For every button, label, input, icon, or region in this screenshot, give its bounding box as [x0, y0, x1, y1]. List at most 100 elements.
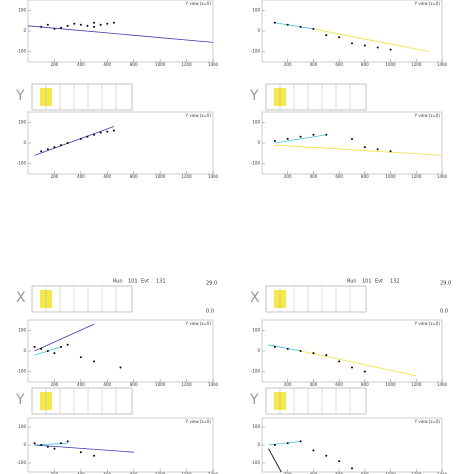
y-tick-label: 0 — [257, 28, 260, 33]
hit-point — [79, 137, 82, 140]
hit-point — [53, 146, 56, 149]
hit-point — [312, 449, 315, 452]
hit-point — [99, 23, 102, 26]
hit-point — [79, 451, 82, 454]
hit-point — [325, 34, 328, 37]
hit-point — [33, 345, 36, 348]
hit-point — [33, 442, 36, 445]
hit-point — [40, 150, 43, 153]
scale-max: 29.0 — [206, 281, 217, 287]
x-tick-label: 400 — [310, 174, 318, 179]
y-tick-label: -100 — [251, 369, 261, 374]
x-tick-label: 200 — [284, 62, 292, 67]
y-tick-label: 0 — [23, 28, 26, 33]
y-tick-label: 100 — [252, 327, 260, 332]
x-tick-label: 800 — [361, 472, 369, 474]
hit-point — [389, 48, 392, 51]
view-letter: Y — [249, 88, 259, 104]
hit-point — [363, 146, 366, 149]
track-fit — [268, 344, 301, 352]
x-tick-label: 1000 — [385, 62, 396, 67]
x-tick-label: 1400 — [437, 472, 448, 474]
y-tick-label: -100 — [251, 49, 261, 54]
hit-point — [273, 345, 276, 348]
x-tick-label: 1000 — [155, 174, 166, 179]
view-letter: X — [250, 290, 260, 306]
track-fit — [268, 448, 282, 473]
plot-title: Y view (z=0) — [185, 419, 212, 424]
hit-point — [325, 454, 328, 457]
hit-point — [40, 347, 43, 350]
hit-point — [79, 23, 82, 26]
strip-frame — [31, 83, 133, 111]
hit-point — [286, 347, 289, 350]
track-fit — [34, 444, 134, 453]
y-tick-label: 0 — [257, 442, 260, 447]
view-letter: Y — [15, 88, 25, 104]
hit-point — [389, 150, 392, 153]
x-tick-label: 1200 — [181, 382, 192, 387]
x-tick-label: 200 — [51, 62, 59, 67]
hit-point — [338, 360, 341, 363]
x-tick-label: 400 — [77, 174, 85, 179]
y-tick-label: 100 — [252, 7, 260, 12]
hit-point — [66, 24, 69, 27]
plot-title: Y view (z=0) — [185, 1, 212, 6]
x-tick-label: 800 — [130, 62, 138, 67]
x-tick-label: 1000 — [155, 472, 166, 474]
hit-point — [53, 447, 56, 450]
hit-point — [299, 440, 302, 443]
y-tick-label: 100 — [252, 424, 260, 429]
evt-label: Evt — [375, 279, 383, 285]
view-letter: X — [16, 290, 26, 306]
x-tick-label: 1400 — [437, 62, 448, 67]
hit-point — [351, 467, 353, 470]
y-tick-label: -100 — [251, 460, 261, 465]
track-fit — [300, 350, 417, 377]
hit-point — [376, 148, 379, 151]
x-tick-label: 200 — [51, 472, 59, 474]
x-tick-label: 400 — [77, 382, 85, 387]
track-fit — [313, 28, 430, 53]
track-fit — [34, 126, 115, 156]
x-tick-label: 1200 — [181, 472, 192, 474]
x-tick-label: 1200 — [411, 174, 422, 179]
strip-frame — [265, 285, 367, 313]
x-tick-label: 800 — [361, 174, 369, 179]
hit-point — [112, 129, 115, 132]
plot-title: Y view (z=0) — [185, 321, 212, 326]
y-tick-label: 100 — [18, 424, 26, 429]
hit-point — [99, 131, 102, 134]
x-tick-label: 1000 — [385, 382, 396, 387]
x-tick-label: 1000 — [155, 382, 166, 387]
x-tick-label: 1200 — [411, 62, 422, 67]
x-tick-label: 600 — [103, 174, 111, 179]
hit-point — [106, 22, 109, 25]
x-tick-label: 1400 — [437, 174, 448, 179]
x-tick-label: 200 — [51, 174, 59, 179]
x-tick-label: 1200 — [181, 62, 192, 67]
x-tick-label: 200 — [51, 382, 59, 387]
strip-frame — [31, 285, 133, 313]
x-tick-label: 600 — [335, 62, 343, 67]
track-fit — [268, 441, 301, 446]
x-tick-label: 400 — [310, 62, 318, 67]
hit-point — [93, 133, 96, 136]
x-tick-label: 1400 — [208, 382, 219, 387]
hit-point — [60, 26, 63, 29]
hit-point — [66, 440, 69, 443]
plot-title: Y view (z=0) — [185, 113, 212, 118]
hit-point — [86, 135, 89, 138]
hit-point — [93, 360, 96, 363]
strip-frame — [265, 83, 367, 111]
hit-point — [325, 354, 328, 357]
hit-point — [40, 444, 43, 446]
x-tick-label: 400 — [77, 62, 85, 67]
hit-point — [312, 27, 315, 30]
x-tick-label: 800 — [130, 382, 138, 387]
plot-title: Y view (z=0) — [414, 419, 441, 424]
hit-point — [286, 23, 289, 26]
track-fit — [27, 25, 214, 43]
hit-point — [299, 25, 302, 28]
